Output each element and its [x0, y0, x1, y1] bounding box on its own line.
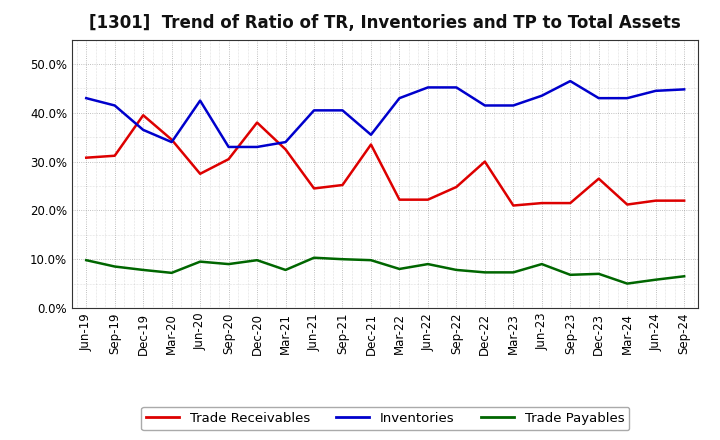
Trade Receivables — [366, 142, 375, 147]
Trade Payables — [566, 272, 575, 278]
Trade Receivables — [537, 201, 546, 206]
Trade Payables — [509, 270, 518, 275]
Trade Payables — [253, 257, 261, 263]
Trade Payables — [652, 277, 660, 282]
Inventories — [139, 127, 148, 132]
Trade Receivables — [509, 203, 518, 208]
Inventories — [366, 132, 375, 137]
Inventories — [480, 103, 489, 108]
Trade Receivables — [167, 137, 176, 142]
Trade Payables — [167, 270, 176, 275]
Inventories — [196, 98, 204, 103]
Trade Receivables — [253, 120, 261, 125]
Inventories — [623, 95, 631, 101]
Inventories — [310, 108, 318, 113]
Inventories — [680, 87, 688, 92]
Trade Payables — [225, 261, 233, 267]
Trade Receivables — [652, 198, 660, 203]
Trade Payables — [452, 267, 461, 272]
Inventories — [423, 85, 432, 90]
Trade Payables — [196, 259, 204, 264]
Inventories — [110, 103, 119, 108]
Inventories — [167, 139, 176, 145]
Inventories — [338, 108, 347, 113]
Trade Receivables — [595, 176, 603, 181]
Trade Payables — [110, 264, 119, 269]
Trade Receivables — [310, 186, 318, 191]
Trade Payables — [480, 270, 489, 275]
Trade Payables — [139, 267, 148, 272]
Trade Payables — [310, 255, 318, 260]
Trade Receivables — [623, 202, 631, 207]
Trade Receivables — [282, 147, 290, 152]
Title: [1301]  Trend of Ratio of TR, Inventories and TP to Total Assets: [1301] Trend of Ratio of TR, Inventories… — [89, 15, 681, 33]
Line: Trade Receivables: Trade Receivables — [86, 115, 684, 205]
Trade Payables — [537, 261, 546, 267]
Trade Receivables — [395, 197, 404, 202]
Trade Receivables — [338, 183, 347, 188]
Trade Payables — [395, 266, 404, 271]
Trade Payables — [282, 267, 290, 272]
Line: Inventories: Inventories — [86, 81, 684, 147]
Inventories — [652, 88, 660, 93]
Trade Payables — [338, 257, 347, 262]
Trade Receivables — [452, 184, 461, 190]
Trade Payables — [623, 281, 631, 286]
Inventories — [225, 144, 233, 150]
Trade Payables — [366, 257, 375, 263]
Inventories — [509, 103, 518, 108]
Inventories — [282, 139, 290, 145]
Trade Receivables — [566, 201, 575, 206]
Inventories — [566, 78, 575, 84]
Trade Receivables — [110, 153, 119, 158]
Line: Trade Payables: Trade Payables — [86, 258, 684, 284]
Legend: Trade Receivables, Inventories, Trade Payables: Trade Receivables, Inventories, Trade Pa… — [141, 407, 629, 430]
Inventories — [452, 85, 461, 90]
Trade Payables — [680, 274, 688, 279]
Inventories — [595, 95, 603, 101]
Trade Receivables — [196, 171, 204, 176]
Trade Receivables — [423, 197, 432, 202]
Trade Receivables — [225, 157, 233, 162]
Trade Receivables — [480, 159, 489, 164]
Inventories — [537, 93, 546, 99]
Trade Receivables — [82, 155, 91, 160]
Trade Payables — [82, 257, 91, 263]
Inventories — [253, 144, 261, 150]
Trade Receivables — [680, 198, 688, 203]
Trade Payables — [423, 261, 432, 267]
Inventories — [395, 95, 404, 101]
Trade Payables — [595, 271, 603, 276]
Trade Receivables — [139, 113, 148, 118]
Inventories — [82, 95, 91, 101]
